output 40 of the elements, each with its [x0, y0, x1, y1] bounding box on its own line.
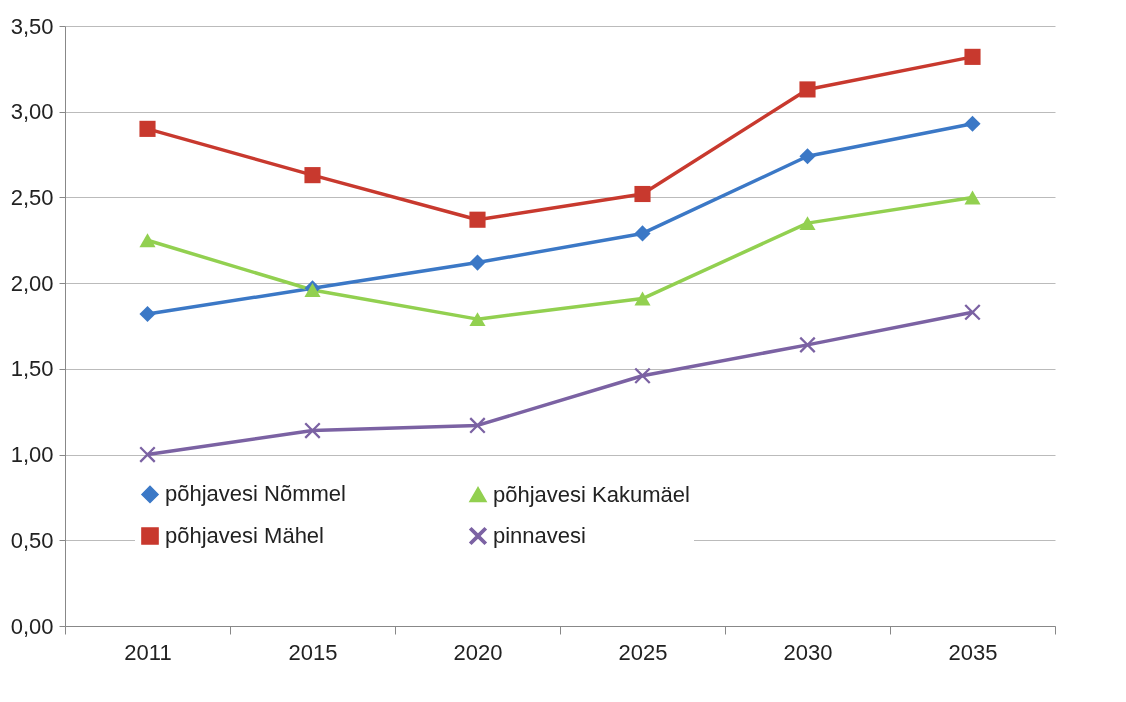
y-tick-label: 2,50 [10, 184, 54, 210]
point [799, 81, 816, 98]
x-tick-label: 2020 [453, 639, 503, 665]
y-tick-label: 1,50 [10, 356, 54, 382]
point [634, 225, 651, 242]
point [469, 254, 486, 271]
legend-label: pinnavesi [493, 523, 586, 548]
point [964, 190, 981, 205]
x-tick-label: 2030 [783, 639, 833, 665]
legend-label: põhjavesi Nõmmel [165, 481, 346, 507]
y-tick-label: 0,50 [10, 527, 54, 553]
point [964, 115, 981, 132]
point [634, 367, 651, 384]
legend-label: põhjavesi Kakumäel [493, 481, 690, 507]
point [469, 211, 486, 228]
point [964, 304, 981, 321]
x-tick-label: 2035 [948, 639, 998, 665]
y-tick-label: 1,00 [10, 442, 54, 468]
y-tick-label: 3,00 [10, 99, 54, 125]
point [634, 185, 651, 203]
point [634, 291, 651, 306]
point [799, 216, 816, 231]
point [469, 417, 486, 434]
x-tick-label: 2015 [288, 639, 338, 665]
point [304, 167, 321, 184]
point [304, 422, 321, 439]
y-tick-label: 0,00 [10, 613, 54, 639]
point [139, 233, 156, 248]
legend-label: põhjavesi Mähel [165, 523, 324, 548]
point [799, 148, 816, 165]
point [799, 336, 816, 353]
x-tick-label: 2011 [124, 639, 172, 665]
point [139, 305, 156, 323]
y-tick-label: 2,00 [10, 270, 54, 296]
x-tick-label: 2025 [618, 639, 668, 665]
point [139, 120, 156, 137]
y-tick-label: 3,50 [10, 13, 54, 39]
point [139, 446, 156, 463]
point [964, 48, 981, 65]
point [469, 312, 486, 327]
